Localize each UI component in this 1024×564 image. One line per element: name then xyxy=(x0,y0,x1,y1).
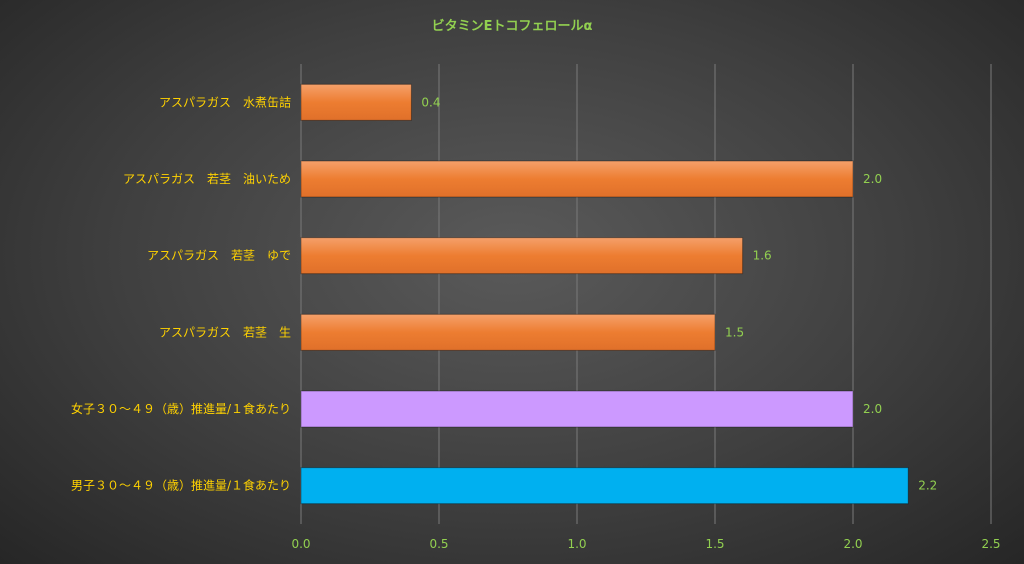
data-label: 0.4 xyxy=(421,95,440,109)
data-label: 2.2 xyxy=(918,479,937,493)
bar xyxy=(300,237,744,275)
data-label: 2.0 xyxy=(863,402,882,416)
bar xyxy=(300,313,716,351)
category-label: アスパラガス 若茎 ゆで xyxy=(147,249,291,263)
bar xyxy=(300,467,909,505)
x-tick-label: 2.0 xyxy=(843,537,862,551)
x-tick-label: 1.0 xyxy=(567,537,586,551)
data-labels: 0.4 2.0 1.6 1.5 2.0 2.2 xyxy=(421,95,937,492)
gridlines xyxy=(300,64,992,524)
x-tick-label: 1.5 xyxy=(705,537,724,551)
x-tick-label: 2.5 xyxy=(981,537,1000,551)
category-label: アスパラガス 若茎 油いため xyxy=(123,172,291,186)
bars xyxy=(300,83,909,505)
bar xyxy=(300,83,412,121)
data-label: 2.0 xyxy=(863,172,882,186)
category-label: 男子３０～４９（歳）推進量/１食あたり xyxy=(71,478,291,493)
x-tick-labels: 0.0 0.5 1.0 1.5 2.0 2.5 xyxy=(291,537,1000,551)
data-label: 1.5 xyxy=(725,325,744,339)
x-tick-label: 0.5 xyxy=(429,537,448,551)
bar xyxy=(300,390,854,428)
category-label: 女子３０～４９（歳）推進量/１食あたり xyxy=(71,401,291,416)
data-label: 1.6 xyxy=(753,249,772,263)
category-label: アスパラガス 若茎 生 xyxy=(159,325,291,339)
chart-title: ビタミンEトコフェロールα xyxy=(432,18,593,34)
x-tick-label: 0.0 xyxy=(291,537,310,551)
bar xyxy=(300,160,854,198)
category-label: アスパラガス 水煮缶詰 xyxy=(159,94,291,109)
